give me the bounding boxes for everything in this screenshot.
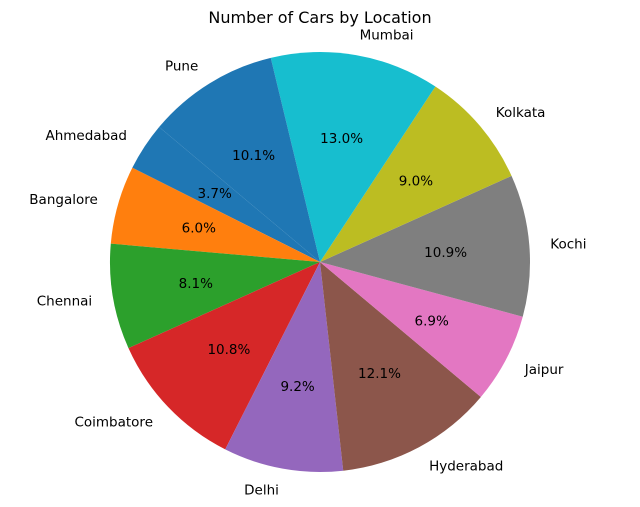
- slice-pune: [159, 57, 320, 262]
- slice-hyderabad: [320, 262, 481, 471]
- slice-ahmedabad: [132, 127, 320, 262]
- category-label-pune: Pune: [165, 59, 198, 75]
- slice-bangalore: [110, 167, 320, 262]
- slice-coimbatore: [128, 262, 320, 450]
- percent-label-delhi: 9.2%: [280, 379, 314, 395]
- category-label-ahmedabad: Ahmedabad: [45, 128, 127, 144]
- slice-jaipur: [320, 262, 523, 397]
- percent-label-mumbai: 13.0%: [320, 131, 363, 147]
- chart-title: Number of Cars by Location: [208, 8, 431, 27]
- percent-label-kolkata: 9.0%: [399, 173, 433, 189]
- percent-label-hyderabad: 12.1%: [358, 366, 401, 382]
- category-label-coimbatore: Coimbatore: [74, 415, 153, 431]
- percent-label-bangalore: 6.0%: [182, 221, 216, 237]
- percent-label-ahmedabad: 3.7%: [198, 186, 232, 202]
- percent-label-chennai: 8.1%: [179, 276, 213, 292]
- percent-label-jaipur: 6.9%: [415, 313, 449, 329]
- category-label-chennai: Chennai: [37, 294, 92, 310]
- slice-kochi: [320, 175, 530, 317]
- pie-labels: Ahmedabad 3.7% Bangalore 6.0% Chennai 8.1% Coi…: [29, 27, 586, 498]
- category-label-delhi: Delhi: [244, 482, 279, 498]
- category-label-kolkata: Kolkata: [496, 105, 546, 121]
- category-label-bangalore: Bangalore: [29, 192, 98, 208]
- slice-mumbai: [270, 51, 436, 262]
- slice-kolkata: [320, 86, 512, 262]
- percent-label-kochi: 10.9%: [424, 245, 467, 261]
- category-label-jaipur: Jaipur: [524, 362, 564, 378]
- percent-label-pune: 10.1%: [232, 148, 275, 164]
- category-label-kochi: Kochi: [550, 237, 586, 253]
- category-label-mumbai: Mumbai: [360, 27, 414, 43]
- slice-chennai: [109, 243, 320, 349]
- pie-slices: [109, 51, 530, 472]
- category-label-hyderabad: Hyderabad: [429, 459, 503, 475]
- percent-label-coimbatore: 10.8%: [207, 342, 250, 358]
- slice-delhi: [225, 262, 344, 472]
